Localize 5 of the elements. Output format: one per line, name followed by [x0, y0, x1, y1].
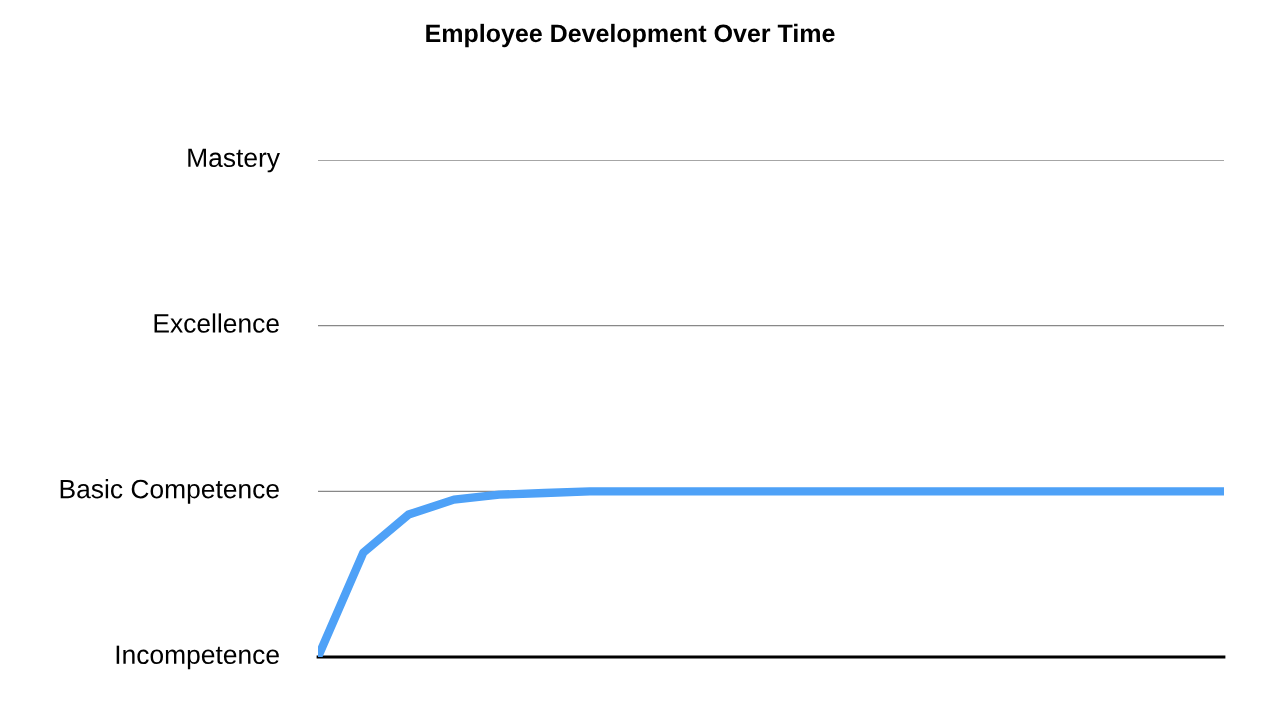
text: Excellence [154, 313, 279, 333]
chart-title: Employee Development Over Time [426, 23, 835, 48]
text: Basic Competence [60, 479, 279, 504]
text: Mastery [188, 148, 280, 173]
text: Incompetence [116, 645, 279, 670]
